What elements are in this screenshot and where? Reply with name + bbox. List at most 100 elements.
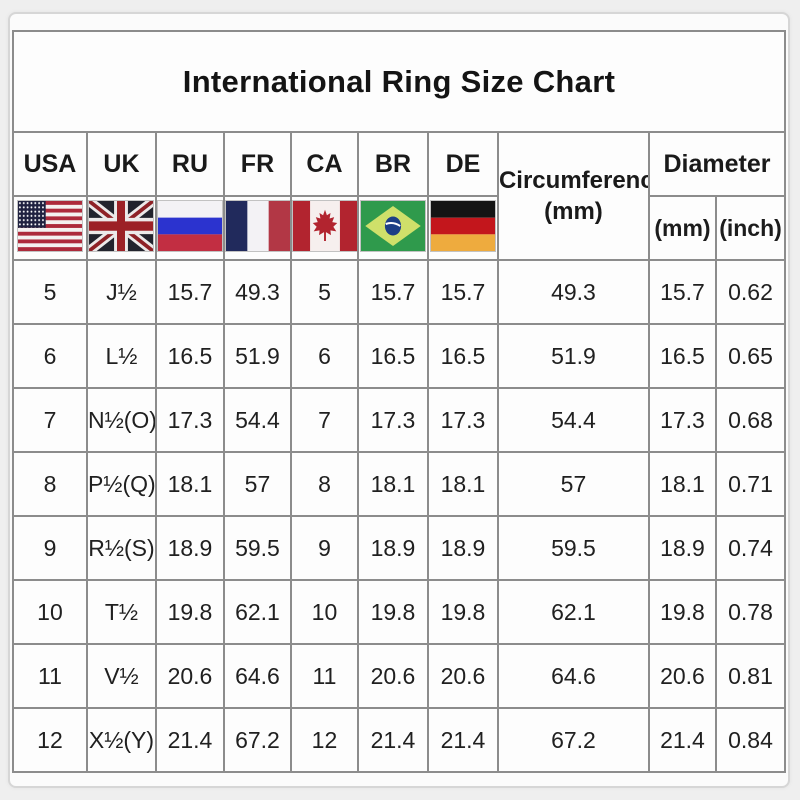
cell-usa-size: 12 [11, 707, 88, 773]
cell-circumference: 57 [496, 451, 650, 517]
cell-circumference: 59.5 [496, 515, 650, 581]
cell-circumference: 62.1 [496, 579, 650, 645]
ring-size-table-body: 5 J½ 15.7 49.3 5 15.7 15.7 49.3 15.7 0.6… [11, 259, 787, 773]
cell-diameter-inch: 0.78 [714, 579, 787, 645]
cell-circumference: 64.6 [496, 643, 650, 709]
cell-ru-size: 15.7 [154, 259, 225, 325]
cell-diameter-mm: 21.4 [647, 707, 717, 773]
cell-de-size: 20.6 [426, 643, 499, 709]
cell-br-size: 21.4 [356, 707, 429, 773]
column-header-row: USA UK RU FR CA BR DE Circumference (mm)… [11, 131, 787, 261]
russia-flag-icon [157, 199, 222, 252]
cell-usa-size: 8 [11, 451, 88, 517]
cell-usa-size: 9 [11, 515, 88, 581]
cell-diameter-mm: 18.1 [647, 451, 717, 517]
cell-fr-size: 54.4 [222, 387, 292, 453]
cell-de-size: 21.4 [426, 707, 499, 773]
table-row: 5 J½ 15.7 49.3 5 15.7 15.7 49.3 15.7 0.6… [11, 259, 787, 325]
cell-ru-size: 21.4 [154, 707, 225, 773]
cell-fr-size: 62.1 [222, 579, 292, 645]
cell-uk-size: X½(Y) [85, 707, 157, 773]
page-title: International Ring Size Chart [11, 30, 787, 133]
cell-ru-size: 20.6 [154, 643, 225, 709]
circumference-unit: (mm) [544, 198, 603, 225]
cell-diameter-mm: 20.6 [647, 643, 717, 709]
cell-uk-size: N½(O) [85, 387, 157, 453]
table-row: 10 T½ 19.8 62.1 10 19.8 19.8 62.1 19.8 0… [11, 579, 787, 645]
cell-br-size: 15.7 [356, 259, 429, 325]
cell-uk-size: T½ [85, 579, 157, 645]
column-header-ca: CA [289, 131, 359, 197]
cell-ru-size: 19.8 [154, 579, 225, 645]
cell-ru-size: 16.5 [154, 323, 225, 389]
column-header-fr: FR [222, 131, 292, 197]
cell-uk-size: J½ [85, 259, 157, 325]
flag-cell-br [356, 195, 429, 261]
cell-usa-size: 6 [11, 323, 88, 389]
cell-br-size: 16.5 [356, 323, 429, 389]
cell-br-size: 18.1 [356, 451, 429, 517]
flag-cell-de [426, 195, 499, 261]
uk-flag-icon [88, 199, 154, 252]
cell-fr-size: 49.3 [222, 259, 292, 325]
usa-flag-icon [16, 199, 83, 252]
cell-usa-size: 10 [11, 579, 88, 645]
cell-ca-size: 7 [289, 387, 359, 453]
cell-uk-size: V½ [85, 643, 157, 709]
cell-circumference: 67.2 [496, 707, 650, 773]
cell-br-size: 19.8 [356, 579, 429, 645]
cell-ca-size: 8 [289, 451, 359, 517]
canada-flag-icon [292, 199, 356, 252]
germany-flag-icon [429, 199, 496, 252]
cell-de-size: 18.1 [426, 451, 499, 517]
cell-diameter-mm: 18.9 [647, 515, 717, 581]
table-row: 8 P½(Q) 18.1 57 8 18.1 18.1 57 18.1 0.71 [11, 451, 787, 517]
cell-diameter-inch: 0.84 [714, 707, 787, 773]
cell-ca-size: 5 [289, 259, 359, 325]
flag-row: (mm) (inch) [11, 195, 787, 261]
column-header-usa: USA [11, 131, 88, 197]
cell-usa-size: 11 [11, 643, 88, 709]
cell-de-size: 17.3 [426, 387, 499, 453]
cell-circumference: 49.3 [496, 259, 650, 325]
cell-diameter-mm: 16.5 [647, 323, 717, 389]
title-row: International Ring Size Chart [11, 30, 787, 133]
brazil-flag-icon [359, 199, 426, 252]
cell-br-size: 18.9 [356, 515, 429, 581]
cell-circumference: 54.4 [496, 387, 650, 453]
cell-fr-size: 59.5 [222, 515, 292, 581]
column-header-diameter: Diameter [647, 131, 787, 197]
cell-usa-size: 7 [11, 387, 88, 453]
cell-de-size: 19.8 [426, 579, 499, 645]
column-header-ru: RU [154, 131, 225, 197]
flag-cell-uk [85, 195, 157, 261]
ring-size-table: International Ring Size Chart USA UK RU … [11, 30, 787, 773]
cell-diameter-inch: 0.74 [714, 515, 787, 581]
cell-br-size: 20.6 [356, 643, 429, 709]
table-row: 9 R½(S) 18.9 59.5 9 18.9 18.9 59.5 18.9 … [11, 515, 787, 581]
cell-fr-size: 57 [222, 451, 292, 517]
cell-de-size: 18.9 [426, 515, 499, 581]
cell-diameter-inch: 0.68 [714, 387, 787, 453]
cell-ru-size: 18.9 [154, 515, 225, 581]
cell-uk-size: L½ [85, 323, 157, 389]
cell-ca-size: 10 [289, 579, 359, 645]
cell-circumference: 51.9 [496, 323, 650, 389]
flag-cell-ca [289, 195, 359, 261]
cell-uk-size: R½(S) [85, 515, 157, 581]
column-header-br: BR [356, 131, 429, 197]
cell-uk-size: P½(Q) [85, 451, 157, 517]
flag-cell-ru [154, 195, 225, 261]
cell-diameter-mm: 15.7 [647, 259, 717, 325]
flag-cell-fr [222, 195, 292, 261]
cell-ru-size: 18.1 [154, 451, 225, 517]
table-row: 11 V½ 20.6 64.6 11 20.6 20.6 64.6 20.6 0… [11, 643, 787, 709]
column-header-circumference: Circumference (mm) [496, 131, 650, 261]
cell-ca-size: 11 [289, 643, 359, 709]
cell-ca-size: 12 [289, 707, 359, 773]
cell-ca-size: 9 [289, 515, 359, 581]
cell-fr-size: 51.9 [222, 323, 292, 389]
cell-diameter-inch: 0.65 [714, 323, 787, 389]
cell-fr-size: 67.2 [222, 707, 292, 773]
circumference-label: Circumference [498, 166, 647, 194]
